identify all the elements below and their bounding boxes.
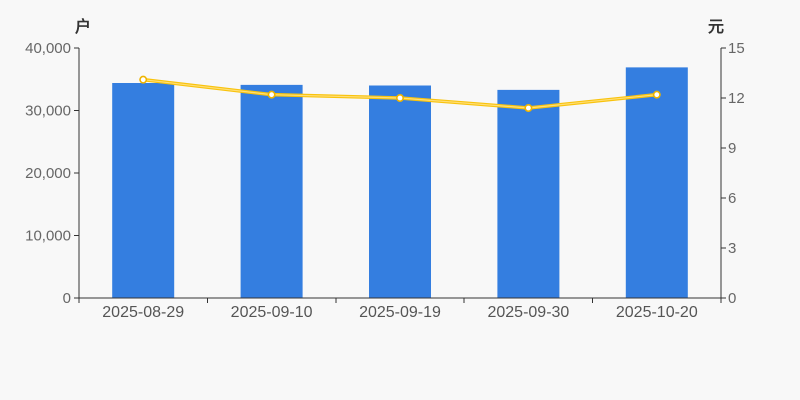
axis-labels-group: 0 10,000 20,000 30,000 40,000 0 3 6 9 12 15 2025-08… xyxy=(25,40,745,321)
bar xyxy=(112,83,175,298)
bar-series-group xyxy=(112,67,688,298)
axes-group xyxy=(74,47,726,303)
y-left-tick-label: 20,000 xyxy=(25,165,71,182)
x-axis-label: 2025-09-30 xyxy=(487,304,569,321)
y-right-tick-label: 3 xyxy=(728,240,736,257)
line-marker xyxy=(524,104,533,113)
line-marker xyxy=(395,94,404,103)
y-right-tick-label: 6 xyxy=(728,190,736,207)
y-left-tick-label: 40,000 xyxy=(25,40,71,57)
x-axis-label: 2025-09-19 xyxy=(359,304,441,321)
y-left-unit-label: 户 xyxy=(75,17,91,36)
y-right-tick-label: 15 xyxy=(728,40,745,57)
y-right-unit-label: 元 xyxy=(708,19,724,36)
y-left-tick-label: 0 xyxy=(63,290,71,307)
line-series-group xyxy=(139,75,661,113)
bar xyxy=(240,84,303,298)
line-marker xyxy=(139,75,148,84)
x-axis-label: 2025-09-10 xyxy=(231,304,313,321)
y-right-tick-label: 9 xyxy=(728,140,736,157)
line-marker xyxy=(267,90,276,99)
y-right-tick-label: 12 xyxy=(728,90,745,107)
x-axis-label: 2025-10-20 xyxy=(616,304,698,321)
line-marker xyxy=(652,90,661,99)
bar xyxy=(625,67,688,298)
x-axis-label: 2025-08-29 xyxy=(102,304,184,321)
bar xyxy=(369,85,431,298)
bar xyxy=(497,89,560,298)
y-left-tick-label: 30,000 xyxy=(25,103,71,120)
y-left-tick-label: 10,000 xyxy=(25,228,71,245)
y-right-tick-label: 0 xyxy=(728,290,736,307)
